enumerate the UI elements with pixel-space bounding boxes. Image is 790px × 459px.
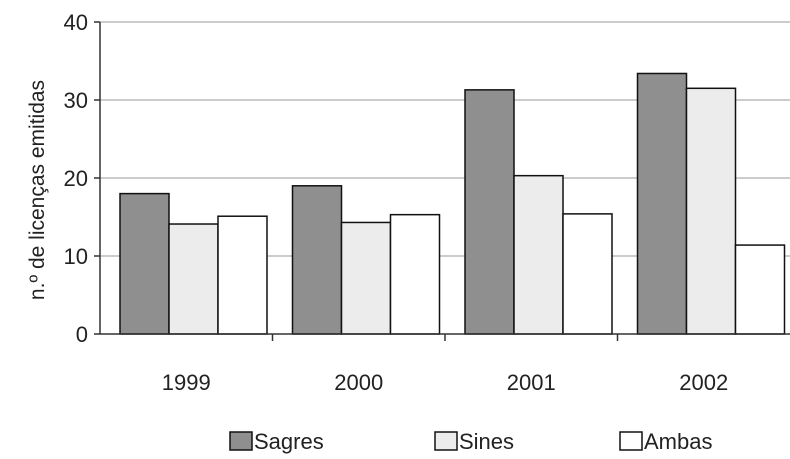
bar-sines-1999: [168, 223, 219, 335]
bar-ambas-1999: [217, 215, 268, 335]
y-tick-label: 10: [64, 244, 88, 269]
bars: [119, 72, 786, 335]
x-tick-label: 2000: [334, 370, 383, 395]
y-tick-labels: 0 10 20 30 40: [64, 10, 88, 347]
legend-label-sines: Sines: [459, 429, 514, 454]
legend-label-ambas: Ambas: [644, 429, 712, 454]
x-tick-label: 2002: [679, 370, 728, 395]
x-tick-labels: 1999 2000 2001 2002: [162, 370, 728, 395]
y-tick-label: 0: [76, 322, 88, 347]
x-tick-label: 2001: [507, 370, 556, 395]
y-tick-label: 30: [64, 88, 88, 113]
legend: Sagres Sines Ambas: [229, 429, 712, 454]
bar-sines-2002: [685, 87, 737, 335]
legend-swatch-sagres: [229, 431, 253, 451]
bar-sagres-2000: [291, 185, 343, 335]
x-tick-label: 1999: [162, 370, 211, 395]
bar-ambas-2002: [734, 244, 786, 335]
bar-ambas-2000: [389, 213, 441, 335]
bar-sagres-1999: [119, 192, 170, 335]
bar-sines-2001: [513, 174, 564, 335]
bar-sagres-2001: [464, 89, 515, 335]
bar-ambas-2001: [562, 213, 613, 335]
legend-swatch-ambas: [619, 431, 643, 451]
y-tick-label: 40: [64, 10, 88, 35]
legend-swatch-sines: [434, 431, 458, 451]
y-tick-label: 20: [64, 166, 88, 191]
legend-label-sagres: Sagres: [254, 429, 324, 454]
bar-sines-2000: [340, 221, 392, 335]
bar-sagres-2002: [636, 72, 688, 335]
axes: [94, 21, 790, 341]
y-axis-label: n.º de licenças emitidas: [26, 80, 49, 300]
